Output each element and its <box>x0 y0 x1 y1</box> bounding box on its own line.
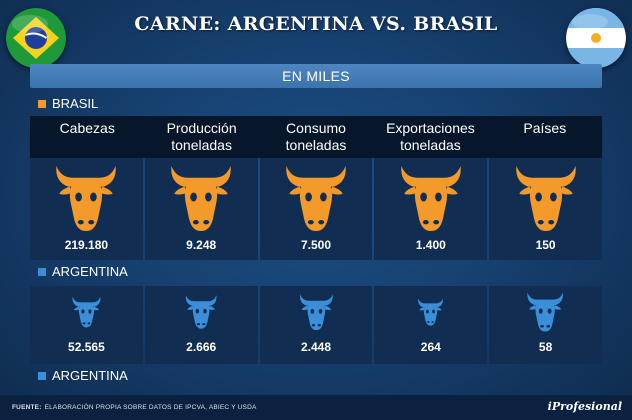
value-label: 150 <box>535 238 556 252</box>
argentina-flag <box>566 8 626 68</box>
cow-head-icon <box>286 165 346 232</box>
data-cell: 264 <box>374 286 488 364</box>
pictogram-area <box>374 158 487 236</box>
legend-argentina: ARGENTINA <box>38 264 128 279</box>
value-label: 9.248 <box>186 238 217 252</box>
cow-head-icon <box>527 292 564 332</box>
column-header-line: Países <box>523 120 567 136</box>
column-header-cabezas: Cabezas <box>30 116 144 158</box>
column-header-row: Cabezas Producción toneladas Consumo ton… <box>30 116 602 158</box>
pictogram-area <box>260 286 373 336</box>
data-cell: 52.565 <box>30 286 143 364</box>
legend-argentina-bottom: ARGENTINA <box>38 368 128 383</box>
data-cell: 58 <box>489 286 602 364</box>
data-cell: 1.400 <box>374 158 488 260</box>
column-header-line: Producción <box>166 120 237 136</box>
column-header-line: toneladas <box>400 137 461 153</box>
pictogram-area <box>30 286 143 336</box>
data-cell: 9.248 <box>144 158 258 260</box>
value-label: 7.500 <box>300 238 331 252</box>
argentina-row: 52.565 2.666 2.448 264 58 <box>30 286 602 364</box>
value-label: 2.666 <box>186 340 217 354</box>
brazil-flag <box>6 8 66 68</box>
data-cell: 2.666 <box>144 286 258 364</box>
column-header-produccion: Producción toneladas <box>144 116 258 158</box>
legend-swatch-argentina <box>38 371 46 380</box>
column-header-consumo: Consumo toneladas <box>259 116 373 158</box>
legend-label-argentina: ARGENTINA <box>52 264 128 279</box>
legend-swatch-argentina <box>38 267 46 276</box>
footer-bar <box>0 395 632 420</box>
value-label: 2.448 <box>300 340 331 354</box>
data-cell: 2.448 <box>259 286 373 364</box>
pictogram-area <box>489 158 602 236</box>
column-header-line: Exportaciones <box>386 120 475 136</box>
units-label: EN MILES <box>282 68 350 84</box>
value-label: 219.180 <box>64 238 109 252</box>
source-label: FUENTE: <box>12 404 42 411</box>
pictogram-area <box>30 158 143 236</box>
title-bar: CARNE: ARGENTINA VS. BRASIL <box>10 6 622 42</box>
column-header-paises: Países <box>488 116 602 158</box>
chart-title: CARNE: ARGENTINA VS. BRASIL <box>134 13 498 35</box>
legend-brasil: BRASIL <box>38 96 98 111</box>
cow-head-icon <box>515 165 576 232</box>
pictogram-area <box>260 158 373 236</box>
column-header-exportaciones: Exportaciones toneladas <box>373 116 487 158</box>
data-cell: 219.180 <box>30 158 143 260</box>
value-label: 1.400 <box>415 238 446 252</box>
source-note: FUENTE: ELABORACIÓN PROPIA SOBRE DATOS DE… <box>12 404 257 411</box>
cow-head-icon <box>418 297 444 326</box>
cow-head-icon <box>401 165 461 232</box>
pictogram-area <box>145 158 258 236</box>
cow-head-icon <box>72 296 101 328</box>
value-label: 58 <box>538 340 553 354</box>
cow-head-icon <box>56 165 117 232</box>
legend-label-brasil: BRASIL <box>52 96 99 111</box>
column-header-line: toneladas <box>285 137 347 153</box>
legend-label-argentina-bottom: ARGENTINA <box>52 368 128 383</box>
pictogram-area <box>489 286 602 336</box>
column-header-line: Cabezas <box>59 120 115 136</box>
cow-head-icon <box>299 293 333 330</box>
data-cell: 150 <box>489 158 602 260</box>
units-bar: EN MILES <box>30 64 602 88</box>
legend-swatch-brasil <box>38 99 46 108</box>
source-text: ELABORACIÓN PROPIA SOBRE DATOS DE IPCVA,… <box>44 404 257 411</box>
brand-logo: iProfesional <box>547 400 622 413</box>
value-label: 264 <box>420 340 441 354</box>
data-cell: 7.500 <box>259 158 373 260</box>
pictogram-area <box>374 286 487 336</box>
cow-head-icon <box>171 165 231 232</box>
value-label: 52.565 <box>68 340 105 354</box>
column-header-line: toneladas <box>171 137 232 153</box>
cow-head-icon <box>185 294 217 329</box>
column-header-line: Consumo <box>286 120 346 136</box>
brasil-row: 219.180 9.248 7.500 1.400 150 <box>30 158 602 260</box>
pictogram-area <box>145 286 258 336</box>
